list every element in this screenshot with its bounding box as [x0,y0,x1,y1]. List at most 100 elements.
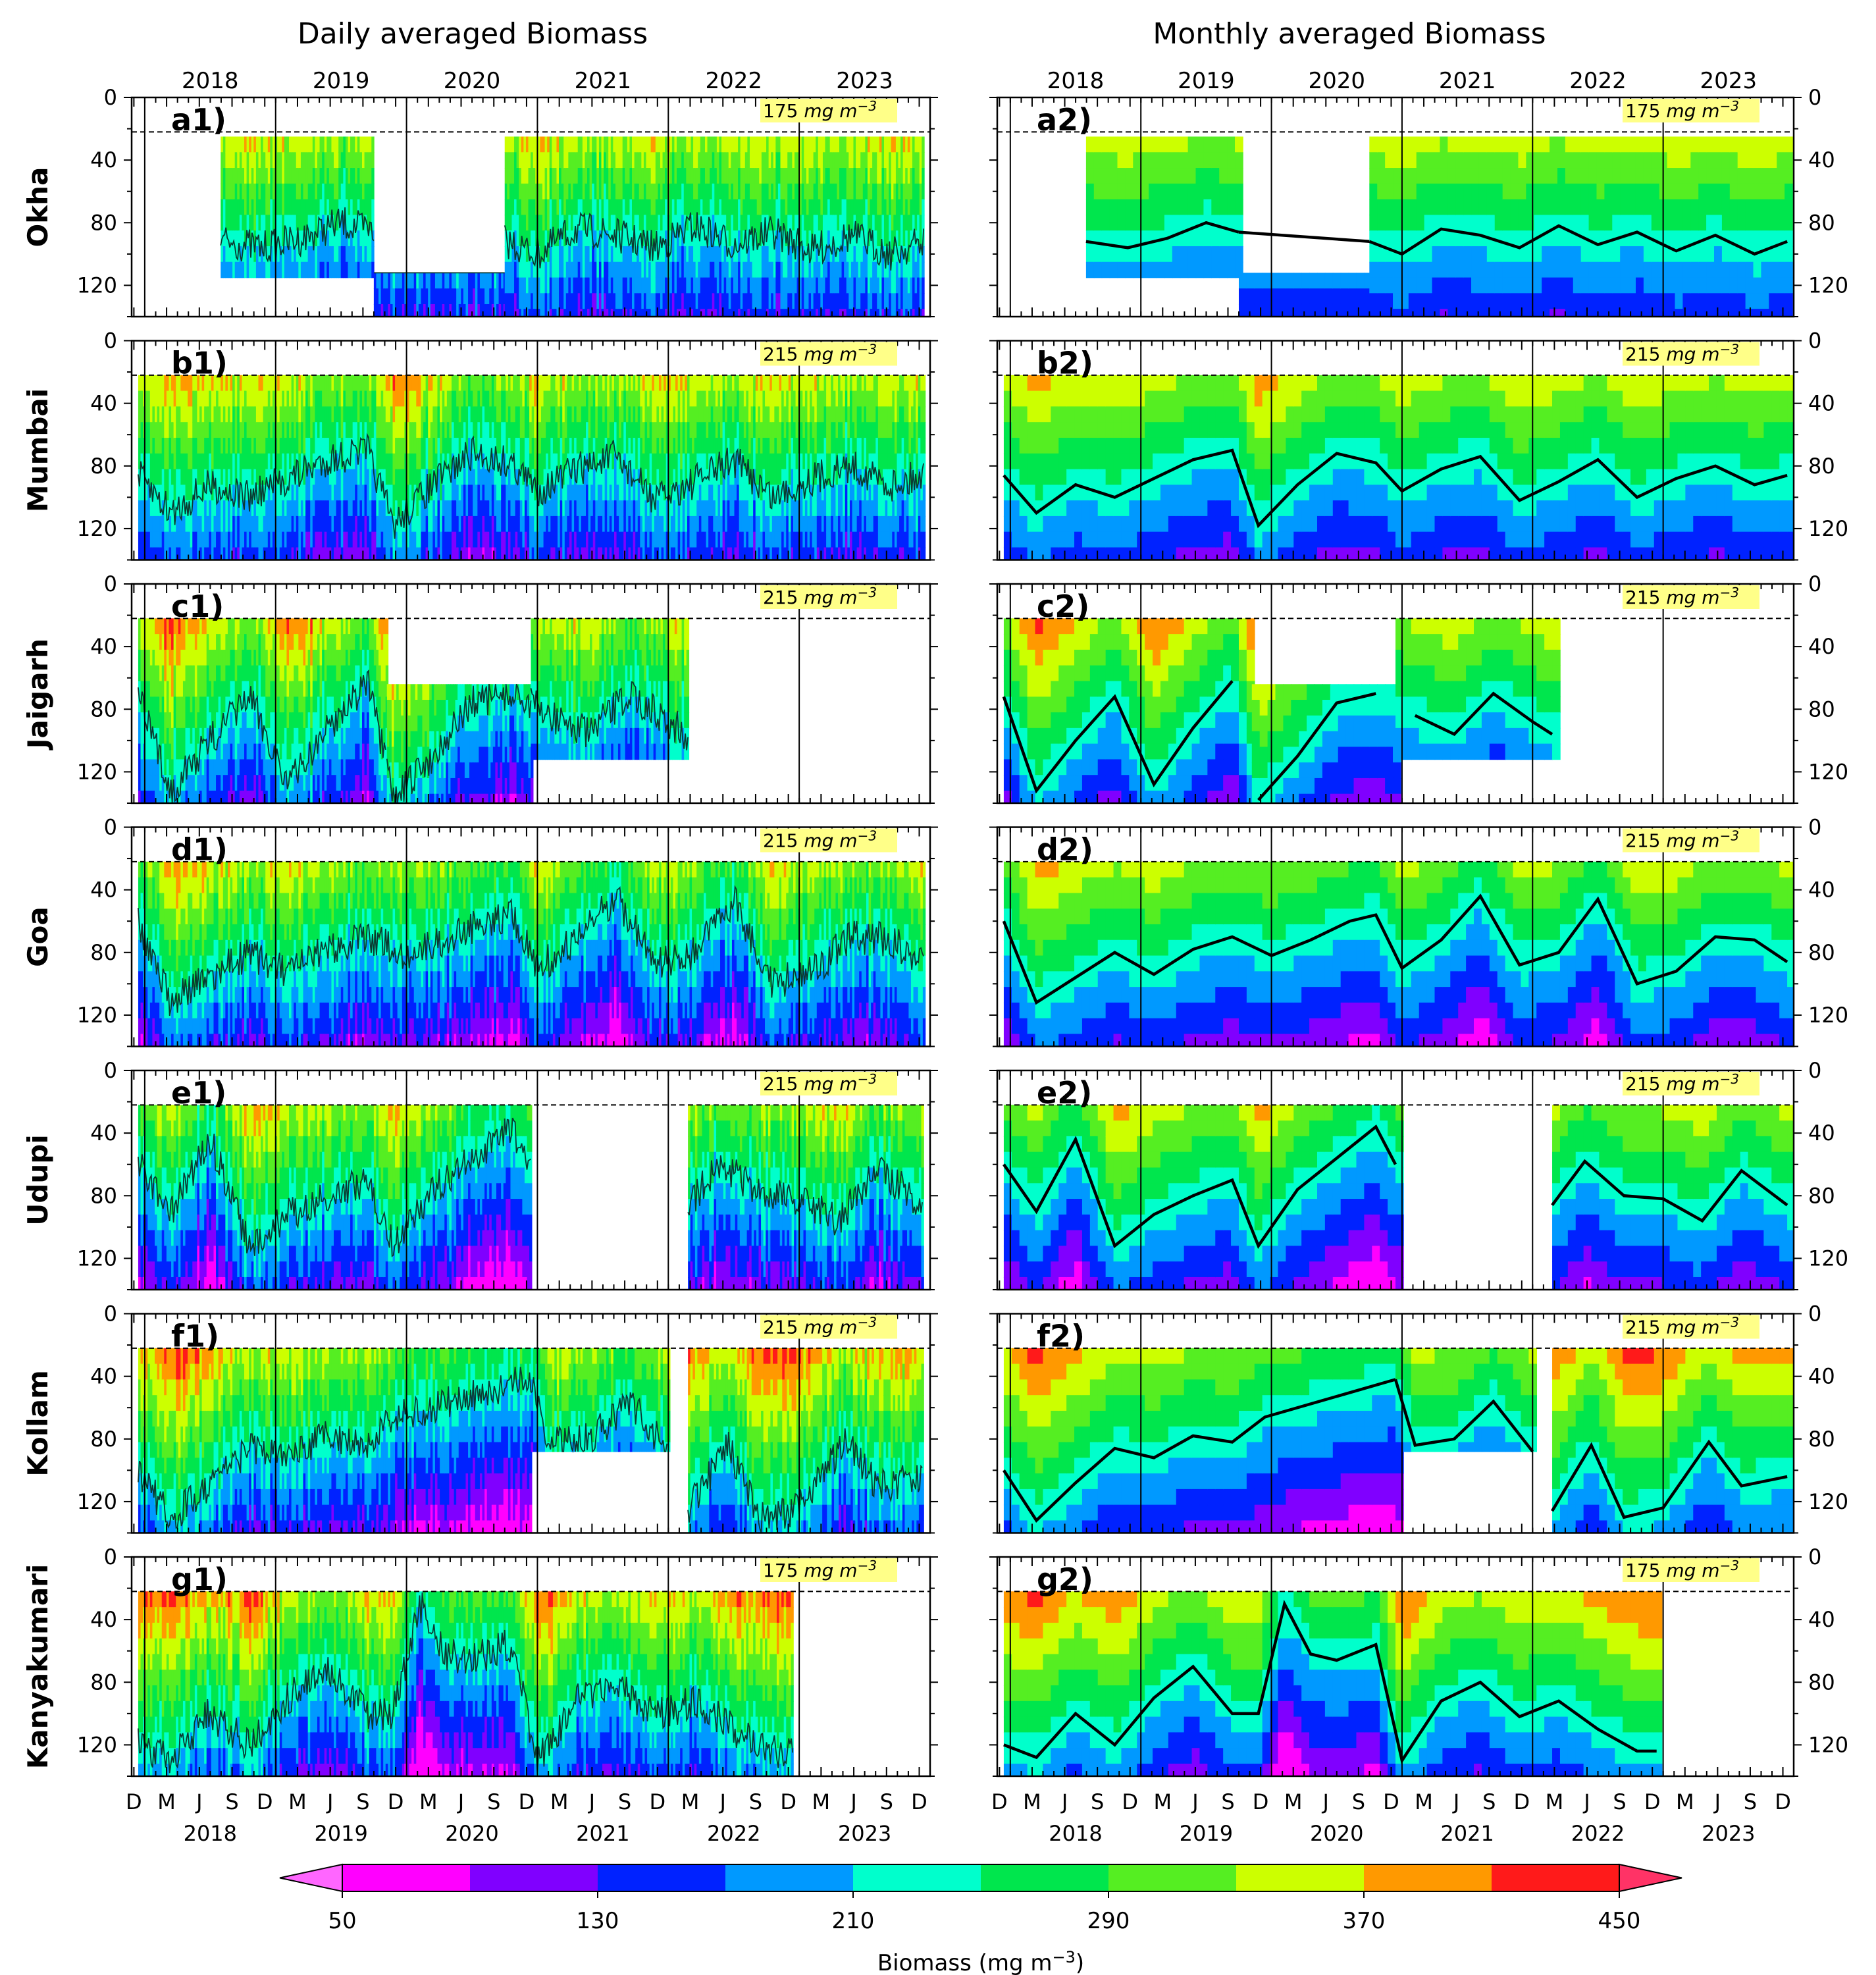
biomass-cell [282,246,285,263]
biomass-cell [671,261,675,278]
biomass-cell [1324,303,1334,317]
biomass-cell [369,183,373,200]
biomass-cell [752,152,755,169]
biomass-cell [289,230,292,247]
biomass-cell [580,215,583,231]
biomass-cell [648,309,652,317]
biomass-cell [1440,277,1449,294]
biomass-cell [421,288,424,305]
biomass-cell [261,453,264,470]
biomass-cell [1416,199,1425,216]
biomass-cell [521,152,525,169]
biomass-cell [1706,215,1715,231]
biomass-cell [423,303,427,317]
biomass-cell [1447,277,1457,294]
biomass-cell [157,515,160,533]
biomass-cell [1651,183,1660,200]
biomass-cell [180,485,184,501]
biomass-cell [328,246,332,263]
biomass-cell [298,453,301,470]
biomass-cell [1682,152,1692,169]
biomass-cell [1737,293,1746,309]
biomass-cell [568,293,571,309]
biomass-cell [688,152,692,169]
biomass-cell [1675,293,1684,309]
biomass-cell [1550,136,1558,153]
biomass-cell [1180,136,1189,153]
biomass-cell [213,531,217,548]
biomass-cell [253,261,257,278]
biomass-cell [176,422,179,438]
biomass-cell [234,136,238,153]
biomass-cell [792,246,795,263]
biomass-cell [895,183,899,200]
biomass-cell [194,515,198,533]
biomass-cell [291,437,294,454]
biomass-cell [1612,183,1621,200]
biomass-cell [825,309,828,317]
biomass-cell [400,288,403,305]
biomass-cell [559,183,562,200]
biomass-cell [340,168,344,184]
biomass-cell [577,309,581,317]
biomass-cell [914,277,918,294]
biomass-cell [270,422,273,438]
biomass-cell [1721,168,1731,184]
biomass-cell [345,215,349,231]
biomass-cell [1714,277,1723,294]
biomass-cell [556,152,560,169]
biomass-cell [596,277,600,294]
biomass-cell [601,183,604,200]
biomass-cell [267,261,271,278]
biomass-cell [698,277,701,294]
biomass-cell [688,293,692,309]
biomass-cell [216,547,219,560]
biomass-cell [594,277,598,294]
biomass-cell [178,547,182,560]
biomass-cell [615,199,619,216]
biomass-cell [719,183,722,200]
biomass-cell [185,515,188,533]
biomass-cell [598,309,602,317]
biomass-cell [683,199,687,216]
biomass-cell [284,246,288,263]
biomass-cell [284,390,288,408]
biomass-cell [547,293,550,309]
biomass-cell [743,277,746,294]
biomass-cell [662,199,665,216]
y-tick-label: 40 [90,147,117,172]
biomass-cell [367,199,370,216]
biomass-cell [1745,136,1754,153]
biomass-cell [542,230,546,247]
biomass-cell [816,246,819,263]
biomass-cell [251,168,255,184]
biomass-cell [775,199,779,216]
biomass-cell [319,246,323,263]
biomass-cell [879,293,883,309]
biomass-cell [413,303,417,317]
biomass-cell [343,261,346,278]
biomass-cell [1753,136,1762,153]
biomass-cell [525,261,529,278]
biomass-cell [893,215,897,231]
biomass-cell [270,469,273,486]
biomass-cell [910,277,913,294]
biomass-cell [1455,293,1464,309]
biomass-cell [671,136,675,153]
biomass-cell [239,515,243,533]
biomass-cell [646,215,649,231]
biomass-cell [1408,293,1417,309]
biomass-cell [1377,215,1386,231]
biomass-cell [284,168,288,184]
biomass-cell [585,277,588,294]
biomass-cell [1769,199,1778,216]
biomass-cell [818,183,821,200]
biomass-cell [1432,183,1441,200]
biomass-cell [1777,246,1785,263]
biomass-cell [844,246,847,263]
biomass-cell [514,230,517,247]
biomass-cell [267,246,271,263]
biomass-cell [326,168,330,184]
biomass-cell [267,453,271,470]
biomass-cell [533,309,536,317]
